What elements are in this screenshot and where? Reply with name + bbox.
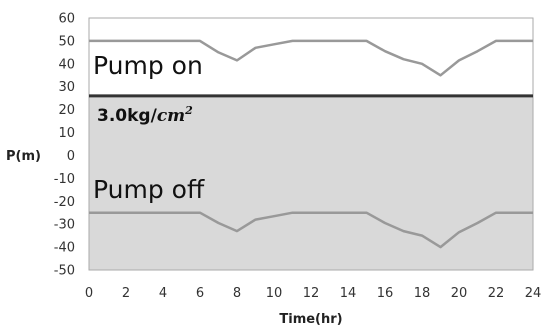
- series-line-pump-on: [89, 39, 533, 77]
- y-tick-label: -10: [54, 172, 75, 187]
- x-tick-label: 14: [340, 286, 357, 301]
- pump-on-label: Pump on: [93, 51, 203, 80]
- x-tick-label: 20: [451, 286, 468, 301]
- x-tick-label: 6: [196, 286, 204, 301]
- y-tick-label: 60: [58, 12, 75, 27]
- x-tick-label: 22: [488, 286, 505, 301]
- x-axis-label: Time(hr): [279, 312, 342, 327]
- series-line-pump-off: [89, 211, 533, 249]
- plot-frame: [88, 17, 534, 271]
- x-tick-label: 2: [122, 286, 130, 301]
- x-tick-label: 16: [377, 286, 394, 301]
- y-tick-label: 50: [58, 34, 75, 49]
- x-axis-ticks: 0 2 4 6 8 10 12 14 16 18 20 22 24: [85, 286, 541, 301]
- threshold-unit-power: 2: [184, 104, 193, 117]
- x-tick-label: 18: [414, 286, 431, 301]
- threshold-label: 3.0kg/cm2: [97, 104, 193, 126]
- pump-off-label: Pump off: [93, 175, 205, 204]
- x-tick-label: 8: [233, 286, 241, 301]
- x-tick-label: 4: [159, 286, 167, 301]
- x-tick-label: 24: [525, 286, 542, 301]
- y-tick-label: 20: [58, 103, 75, 118]
- x-tick-label: 0: [85, 286, 93, 301]
- pump-off-shaded-region: [89, 95, 533, 271]
- x-tick-label: 10: [266, 286, 283, 301]
- y-axis-ticks: 60 50 40 30 20 10 0 -10 -20 -30 -40 -50: [54, 12, 75, 279]
- y-axis-label: P(m): [6, 149, 41, 164]
- y-tick-label: 40: [58, 57, 75, 72]
- threshold-unit: cm: [157, 106, 185, 126]
- y-tick-label: -20: [54, 195, 75, 210]
- x-tick-label: 12: [303, 286, 320, 301]
- y-tick-label: -30: [54, 218, 75, 233]
- y-tick-label: 30: [58, 80, 75, 95]
- y-tick-label: 0: [67, 149, 75, 164]
- series-group: [89, 39, 533, 249]
- y-tick-label: 10: [58, 126, 75, 141]
- threshold-value: 3.0kg/: [97, 106, 158, 126]
- y-tick-label: -40: [54, 241, 75, 256]
- y-tick-label: -50: [54, 264, 75, 279]
